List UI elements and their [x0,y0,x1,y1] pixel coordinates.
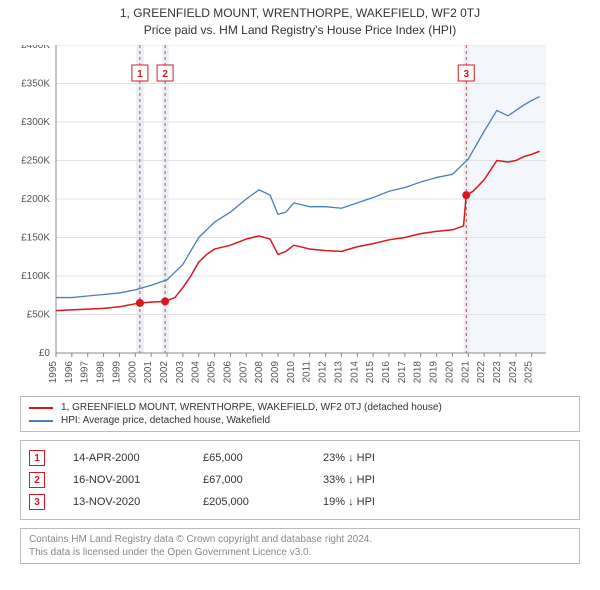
svg-text:1997: 1997 [80,361,91,384]
sale-date: 14-APR-2000 [73,452,203,464]
sale-marker-box: 2 [29,472,45,488]
price-chart: £0 £50K £100K £150K £200K £250K £300K £350K £400… [10,45,590,390]
svg-text:£0: £0 [39,348,51,359]
legend-swatch [29,407,53,409]
chart-title-line1: 1, GREENFIELD MOUNT, WRENTHORPE, WAKEFIE… [0,6,600,20]
svg-text:2010: 2010 [286,361,297,384]
svg-text:£100K: £100K [21,271,50,282]
svg-text:2002: 2002 [159,361,170,384]
svg-text:2000: 2000 [127,361,138,384]
sales-row: 2 16-NOV-2001£67,00033% ↓ HPI [29,469,571,491]
svg-text:1998: 1998 [96,361,107,384]
svg-text:2008: 2008 [254,361,265,384]
svg-text:1: 1 [137,69,143,80]
sale-delta: 23% ↓ HPI [323,452,375,464]
svg-text:2012: 2012 [318,361,329,384]
svg-text:2007: 2007 [238,361,249,384]
sale-marker-box: 3 [29,494,45,510]
svg-text:2006: 2006 [222,361,233,384]
svg-text:£150K: £150K [21,233,50,244]
sales-panel: 1 14-APR-2000£65,00023% ↓ HPI 2 16-NOV-2001… [20,440,580,520]
svg-text:2001: 2001 [143,361,154,384]
svg-text:2015: 2015 [365,361,376,384]
footer-panel: Contains HM Land Registry data © Crown c… [20,528,580,564]
legend-label: 1, GREENFIELD MOUNT, WRENTHORPE, WAKEFIE… [61,402,442,413]
sale-price: £205,000 [203,496,323,508]
sale-price: £67,000 [203,474,323,486]
svg-text:2019: 2019 [429,361,440,384]
svg-text:1995: 1995 [48,361,59,384]
legend-swatch [29,420,53,422]
svg-text:2016: 2016 [381,361,392,384]
svg-text:2003: 2003 [175,361,186,384]
svg-text:1999: 1999 [111,361,122,384]
svg-text:2020: 2020 [444,361,455,384]
svg-text:2023: 2023 [492,361,503,384]
legend-panel: 1, GREENFIELD MOUNT, WRENTHORPE, WAKEFIE… [20,396,580,432]
svg-text:£250K: £250K [21,156,50,167]
sale-delta: 19% ↓ HPI [323,496,375,508]
footer-line1: Contains HM Land Registry data © Crown c… [29,533,571,546]
svg-text:2021: 2021 [460,361,471,384]
sales-row: 1 14-APR-2000£65,00023% ↓ HPI [29,447,571,469]
sale-delta: 33% ↓ HPI [323,474,375,486]
legend-row: HPI: Average price, detached house, Wake… [29,414,571,427]
svg-text:£50K: £50K [27,310,51,321]
svg-text:2: 2 [162,69,168,80]
svg-text:2025: 2025 [524,361,535,384]
svg-text:2014: 2014 [349,361,360,384]
svg-text:2022: 2022 [476,361,487,384]
svg-text:£300K: £300K [21,117,50,128]
svg-text:2013: 2013 [333,361,344,384]
chart-svg: £0 £50K £100K £150K £200K £250K £300K £350K £400… [10,45,546,385]
svg-text:£200K: £200K [21,194,50,205]
footer-line2: This data is licensed under the Open Gov… [29,546,571,559]
svg-text:2005: 2005 [207,361,218,384]
svg-text:3: 3 [463,69,469,80]
sale-date: 16-NOV-2001 [73,474,203,486]
svg-text:2024: 2024 [508,361,519,384]
svg-text:2004: 2004 [191,361,202,384]
legend-row: 1, GREENFIELD MOUNT, WRENTHORPE, WAKEFIE… [29,401,571,414]
chart-title-line2: Price paid vs. HM Land Registry's House … [0,23,600,37]
svg-text:£400K: £400K [21,45,50,51]
legend-label: HPI: Average price, detached house, Wake… [61,415,270,426]
svg-text:2018: 2018 [413,361,424,384]
svg-text:2009: 2009 [270,361,281,384]
sale-marker-box: 1 [29,450,45,466]
svg-text:£350K: £350K [21,79,50,90]
svg-text:1996: 1996 [64,361,75,384]
sale-price: £65,000 [203,452,323,464]
sales-row: 3 13-NOV-2020£205,00019% ↓ HPI [29,491,571,513]
svg-text:2017: 2017 [397,361,408,384]
sale-date: 13-NOV-2020 [73,496,203,508]
svg-text:2011: 2011 [302,361,313,383]
